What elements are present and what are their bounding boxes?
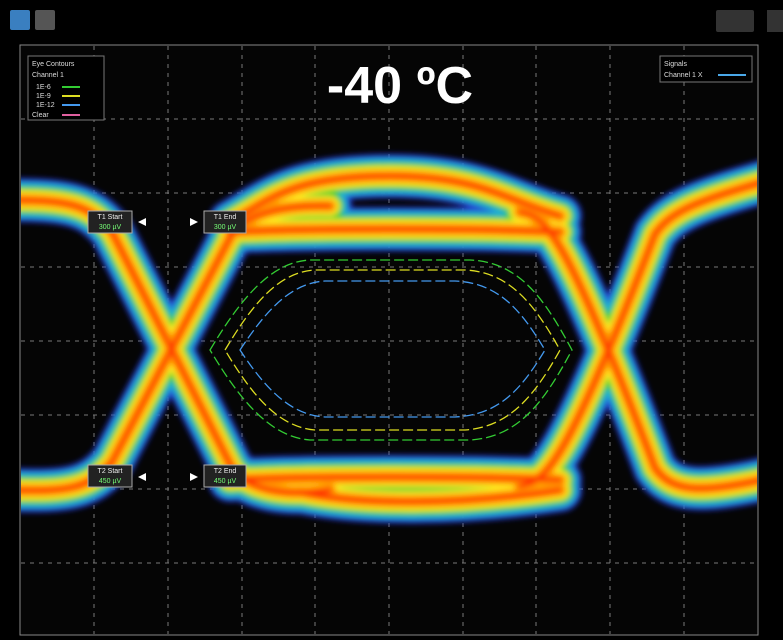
legend-title: Eye Contours — [32, 61, 75, 68]
marker-label: T1 End — [214, 214, 237, 221]
eye-trace — [297, 487, 563, 505]
eye-trace — [227, 226, 563, 235]
marker-value: 300 µV — [99, 224, 122, 231]
legend-entry[interactable]: Clear — [32, 112, 49, 119]
toolbar-button[interactable] — [10, 10, 30, 30]
legend-entry: 1E-6 — [36, 84, 51, 91]
eye-diagram — [21, 153, 757, 524]
marker-label: T2 End — [214, 468, 237, 475]
legend-entry: Channel 1 X — [664, 72, 703, 79]
marker-label: T2 Start — [98, 468, 123, 475]
markers: T1 Start 300 µV T1 End 300 µV T2 Start 4… — [87, 210, 247, 488]
legend-entry: 1E-12 — [36, 102, 55, 109]
plot-area — [19, 44, 759, 636]
eye-trace — [227, 173, 563, 225]
eye-trace — [517, 181, 757, 489]
eye-contours — [209, 259, 573, 441]
contour-legend: Eye Contours Channel 1 1E-6 1E-9 1E-12 Cle… — [27, 55, 105, 121]
marker-value: 300 µV — [214, 224, 237, 231]
move-button[interactable] — [716, 10, 754, 32]
legend-entry: 1E-9 — [36, 93, 51, 100]
eye-trace — [227, 474, 563, 483]
marker-value: 450 µV — [99, 478, 122, 485]
legend-title: Signals — [664, 61, 687, 68]
title: -40 ºC — [327, 57, 473, 115]
menu-button[interactable] — [767, 10, 783, 32]
eye-trace — [517, 209, 757, 491]
marker-value: 450 µV — [214, 478, 237, 485]
legend-source: Channel 1 — [32, 72, 64, 79]
marker-label: T1 Start — [98, 214, 123, 221]
toolbar-button[interactable] — [35, 10, 55, 30]
eye-trace — [21, 203, 333, 493]
signals-legend: Signals Channel 1 X — [659, 55, 753, 83]
